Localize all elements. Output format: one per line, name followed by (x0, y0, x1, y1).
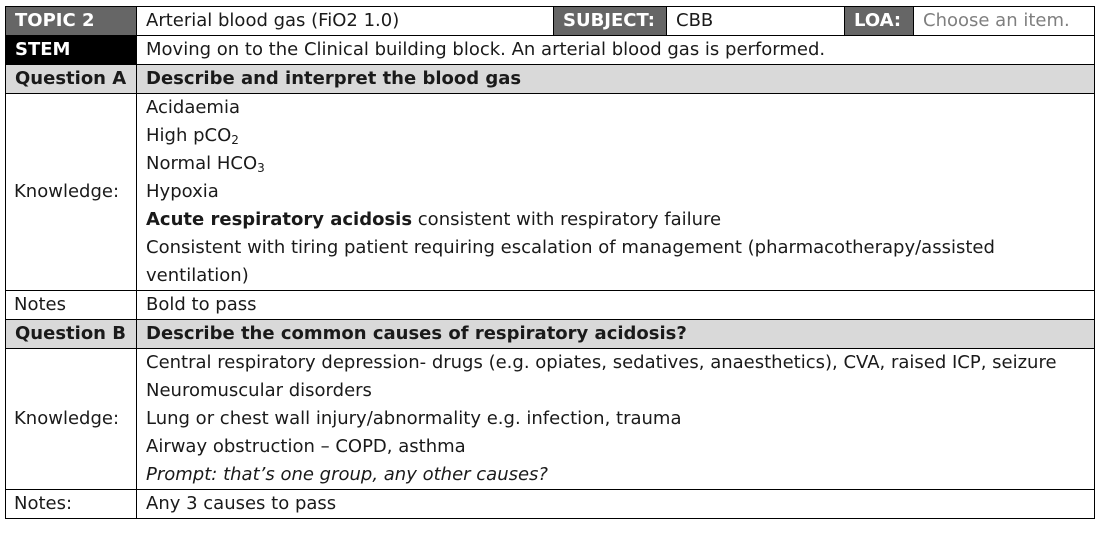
stem-text: Moving on to the Clinical building block… (136, 35, 1095, 65)
list-item: Acute respiratory acidosis consistent wi… (146, 209, 722, 230)
list-item: Hypoxia (146, 181, 219, 202)
question-b-knowledge-row: Knowledge: Central respiratory depressio… (5, 348, 1095, 490)
prompt-note: Prompt: that’s one group, any other caus… (146, 464, 548, 485)
question-b-prompt: Describe the common causes of respirator… (136, 319, 1095, 349)
loa-dropdown[interactable]: Choose an item. (913, 6, 1095, 36)
question-a-knowledge-list: Acidaemia High pCO2 Normal HCO3 Hypoxia … (136, 93, 1095, 291)
question-b-row: Question B Describe the common causes of… (5, 319, 1095, 349)
question-a-prompt: Describe and interpret the blood gas (136, 64, 1095, 94)
subject-value: CBB (666, 6, 845, 36)
question-a-notes-row: Notes Bold to pass (5, 290, 1095, 320)
question-b-label: Question B (5, 319, 137, 349)
notes-text: Any 3 causes to pass (136, 489, 1095, 519)
stem-row: STEM Moving on to the Clinical building … (5, 35, 1095, 65)
list-item: Normal HCO3 (146, 153, 265, 175)
topic-label: TOPIC 2 (5, 6, 137, 36)
list-item: Lung or chest wall injury/abnormality e.… (146, 408, 682, 429)
header-row: TOPIC 2 Arterial blood gas (FiO2 1.0) SU… (5, 6, 1095, 36)
question-a-label: Question A (5, 64, 137, 94)
knowledge-label: Knowledge: (5, 348, 137, 490)
notes-label: Notes (5, 290, 137, 320)
list-item: Consistent with tiring patient requiring… (146, 237, 995, 286)
list-item: Central respiratory depression- drugs (e… (146, 352, 1057, 373)
list-item: High pCO2 (146, 125, 239, 147)
question-b-notes-row: Notes: Any 3 causes to pass (5, 489, 1095, 519)
exam-table: TOPIC 2 Arterial blood gas (FiO2 1.0) SU… (5, 6, 1095, 519)
notes-text: Bold to pass (136, 290, 1095, 320)
question-b-knowledge-list: Central respiratory depression- drugs (e… (136, 348, 1095, 490)
question-a-row: Question A Describe and interpret the bl… (5, 64, 1095, 94)
list-item: Airway obstruction – COPD, asthma (146, 436, 466, 457)
list-item: Neuromuscular disorders (146, 380, 372, 401)
subject-label: SUBJECT: (553, 6, 667, 36)
loa-label: LOA: (844, 6, 914, 36)
knowledge-label: Knowledge: (5, 93, 137, 291)
list-item: Acidaemia (146, 97, 240, 118)
notes-label: Notes: (5, 489, 137, 519)
stem-label: STEM (5, 35, 137, 65)
question-a-knowledge-row: Knowledge: Acidaemia High pCO2 Normal HC… (5, 93, 1095, 291)
topic-title: Arterial blood gas (FiO2 1.0) (136, 6, 554, 36)
exam-form: TOPIC 2 Arterial blood gas (FiO2 1.0) SU… (5, 6, 1095, 519)
